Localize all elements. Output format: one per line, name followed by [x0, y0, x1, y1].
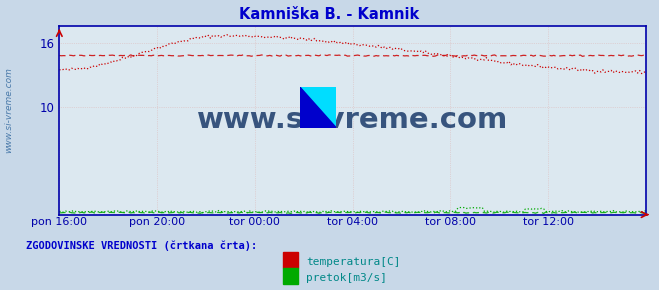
Text: ZGODOVINSKE VREDNOSTI (črtkana črta):: ZGODOVINSKE VREDNOSTI (črtkana črta):: [26, 241, 258, 251]
Text: pretok[m3/s]: pretok[m3/s]: [306, 273, 387, 283]
Polygon shape: [300, 87, 336, 128]
Text: www.si-vreme.com: www.si-vreme.com: [197, 106, 508, 134]
Polygon shape: [300, 87, 336, 128]
Text: www.si-vreme.com: www.si-vreme.com: [4, 67, 13, 153]
Text: Kamniška B. - Kamnik: Kamniška B. - Kamnik: [239, 7, 420, 22]
Text: temperatura[C]: temperatura[C]: [306, 258, 401, 267]
